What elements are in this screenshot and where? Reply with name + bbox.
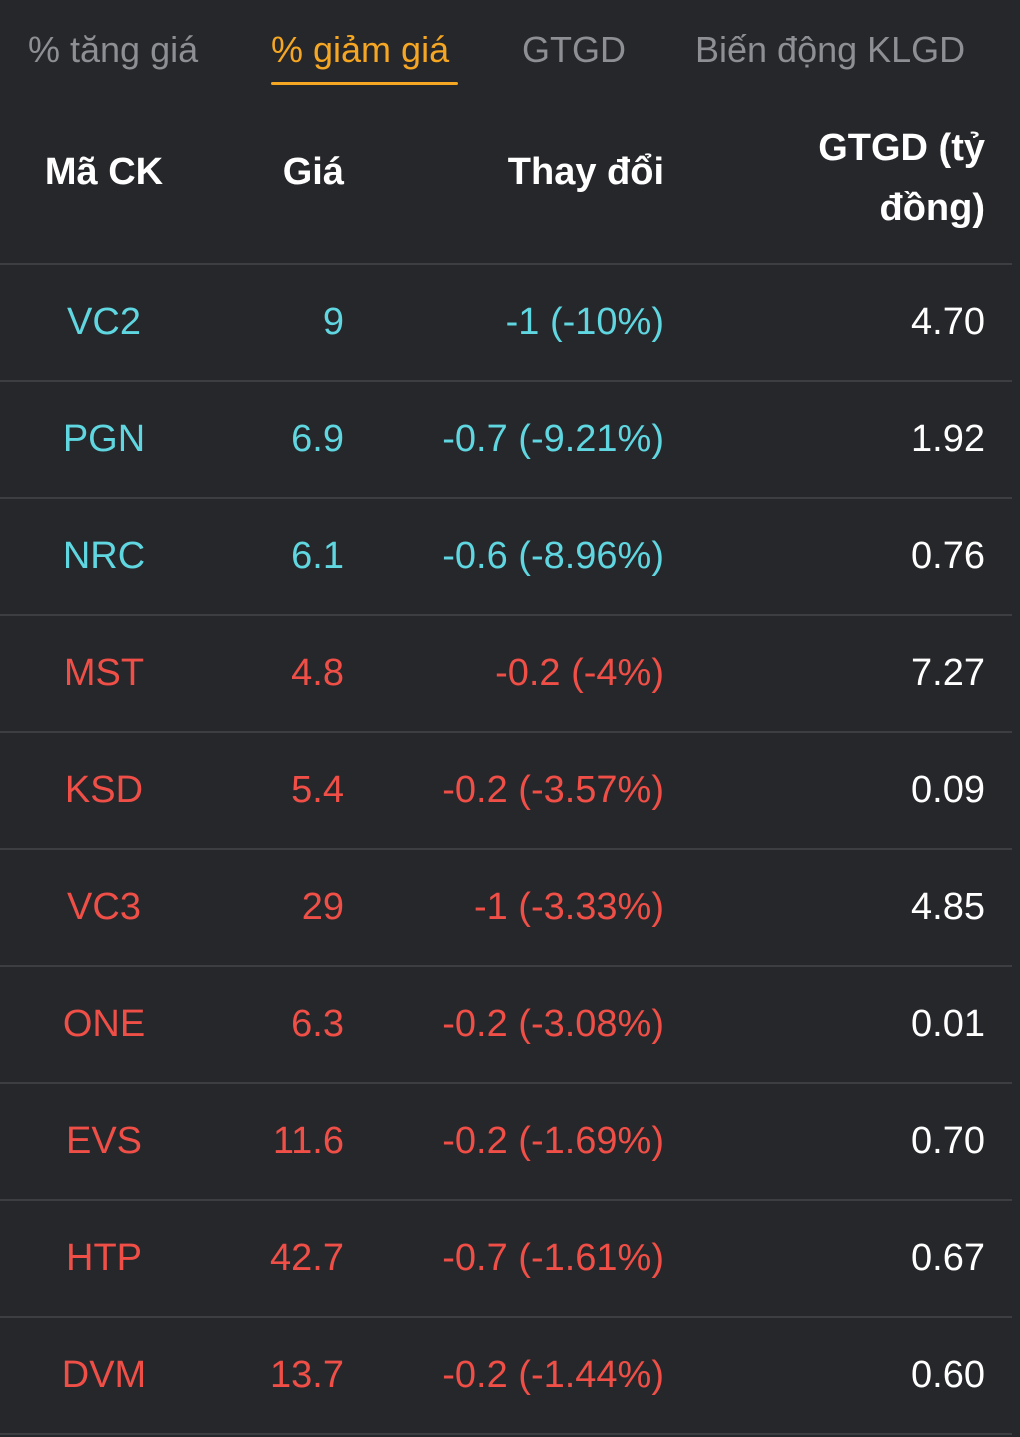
stock-change: -0.7 (-9.21%) [442, 418, 664, 460]
table-row[interactable]: VC3 29 -1 (-3.33%) 4.85 [0, 850, 1012, 967]
stock-change: -1 (-10%) [505, 301, 664, 343]
stock-change: -0.2 (-3.08%) [442, 1003, 664, 1045]
stock-price: 9 [322, 301, 344, 343]
stock-code[interactable]: VC3 [67, 886, 141, 928]
stock-price: 29 [301, 886, 344, 928]
stock-trading-value: 0.70 [911, 1120, 985, 1162]
stock-trading-value: 0.60 [911, 1354, 985, 1396]
stock-trading-value: 0.67 [911, 1237, 985, 1279]
table-row[interactable]: KSD 5.4 -0.2 (-3.57%) 0.09 [0, 733, 1012, 850]
tab-volume-change[interactable]: Biến động KLGD [695, 29, 966, 70]
table-row[interactable]: MST 4.8 -0.2 (-4%) 7.27 [0, 616, 1012, 733]
stock-trading-value: 7.27 [911, 652, 985, 694]
stock-change: -1 (-3.33%) [473, 886, 664, 928]
stock-code[interactable]: EVS [65, 1120, 143, 1162]
table-header: Mã CK Giá Thay đổi GTGD (tỷ đồng) [0, 100, 1012, 265]
table-row[interactable]: EVS 11.6 -0.2 (-1.69%) 0.70 [0, 1084, 1012, 1201]
stock-code[interactable]: DVM [61, 1354, 147, 1396]
table-row[interactable]: VC2 9 -1 (-10%) 4.70 [0, 265, 1012, 382]
stock-trading-value: 4.70 [911, 301, 985, 343]
stock-code[interactable]: MST [63, 652, 145, 694]
stock-price: 13.7 [270, 1354, 344, 1396]
column-header-code[interactable]: Mã CK [44, 151, 164, 193]
table-row[interactable]: DVM 13.7 -0.2 (-1.44%) 0.60 [0, 1318, 1012, 1435]
stock-change: -0.2 (-1.69%) [442, 1120, 664, 1162]
stock-code[interactable]: VC2 [67, 301, 141, 343]
stock-price: 42.7 [270, 1237, 344, 1279]
table-row[interactable]: ONE 6.3 -0.2 (-3.08%) 0.01 [0, 967, 1012, 1084]
active-tab-indicator [271, 82, 458, 85]
stock-price: 11.6 [272, 1120, 344, 1162]
stock-change: -0.2 (-1.44%) [442, 1354, 664, 1396]
column-header-change[interactable]: Thay đổi [507, 151, 664, 193]
stock-change: -0.6 (-8.96%) [442, 535, 664, 577]
stock-trading-value: 4.85 [911, 886, 985, 928]
stock-trading-value: 0.76 [911, 535, 985, 577]
column-header-price[interactable]: Giá [282, 151, 344, 193]
stock-price: 6.9 [291, 418, 344, 460]
stock-code[interactable]: PGN [62, 418, 146, 460]
tab-trading-value[interactable]: GTGD [522, 29, 626, 70]
stock-code[interactable]: ONE [62, 1003, 146, 1045]
stock-trading-value: 0.01 [911, 1003, 985, 1045]
tab-price-decrease[interactable]: % giảm giá [271, 29, 450, 70]
stock-price: 6.3 [291, 1003, 344, 1045]
table-row[interactable]: HTP 42.7 -0.7 (-1.61%) 0.67 [0, 1201, 1012, 1318]
tab-price-increase[interactable]: % tăng giá [28, 29, 199, 70]
stock-change: -0.2 (-4%) [495, 652, 664, 694]
table-row[interactable]: NRC 6.1 -0.6 (-8.96%) 0.76 [0, 499, 1012, 616]
stock-trading-value: 0.09 [911, 769, 985, 811]
stock-change: -0.2 (-3.57%) [442, 769, 664, 811]
stock-price: 6.1 [291, 535, 344, 577]
stock-change: -0.7 (-1.61%) [442, 1237, 664, 1279]
tab-bar: % tăng giá % giảm giá GTGD Biến động KLG… [0, 0, 1020, 100]
stock-price: 5.4 [291, 769, 344, 811]
stock-code[interactable]: NRC [62, 535, 146, 577]
stock-price: 4.8 [291, 652, 344, 694]
stock-table-body: VC2 9 -1 (-10%) 4.70 PGN 6.9 -0.7 (-9.21… [0, 265, 1012, 1435]
table-row[interactable]: PGN 6.9 -0.7 (-9.21%) 1.92 [0, 382, 1012, 499]
stock-code[interactable]: KSD [64, 769, 144, 811]
stock-code[interactable]: HTP [66, 1237, 142, 1279]
stock-trading-value: 1.92 [911, 418, 985, 460]
column-header-trading-value[interactable]: GTGD (tỷ đồng) [818, 127, 985, 229]
